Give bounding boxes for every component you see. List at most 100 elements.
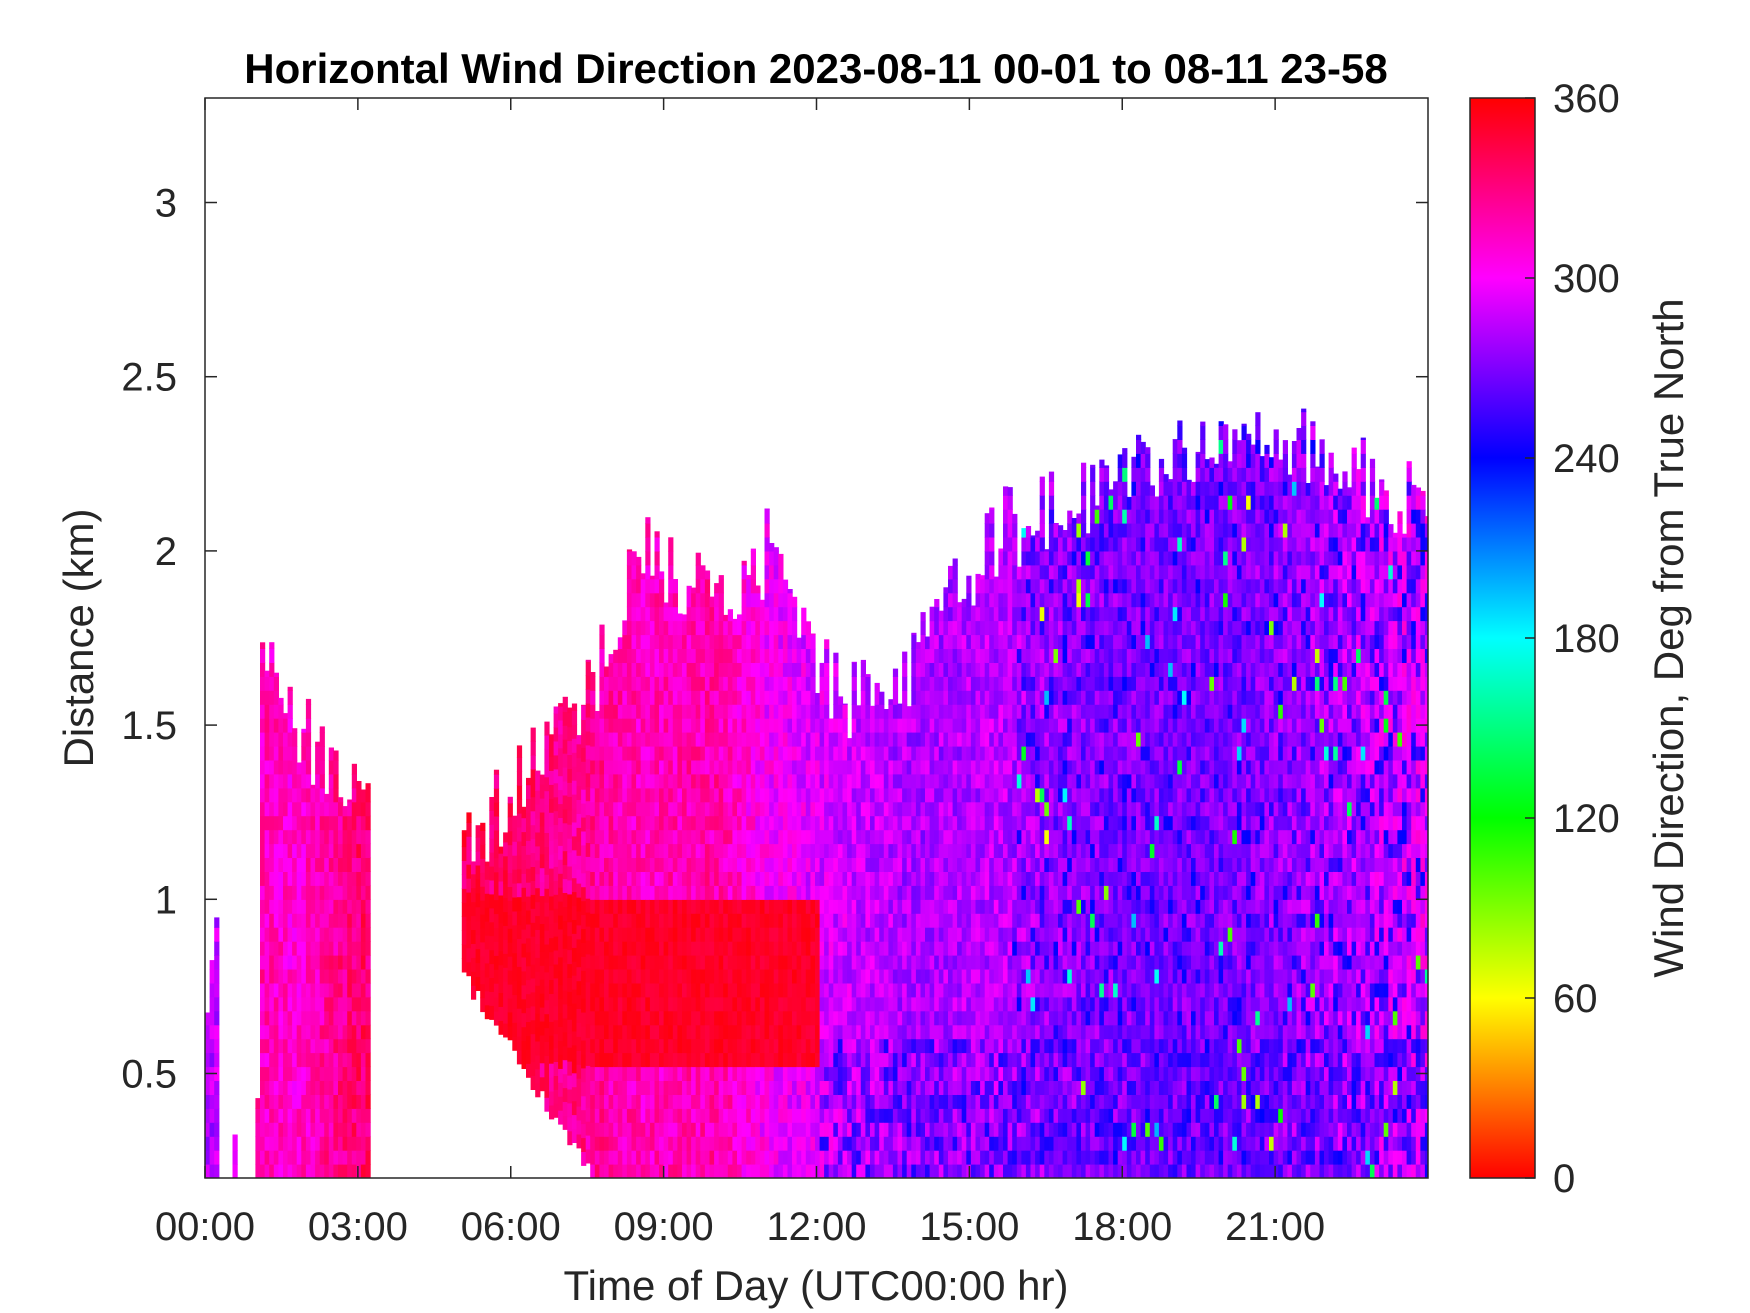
heatmap-cell xyxy=(672,787,678,803)
heatmap-cell xyxy=(856,843,862,858)
heatmap-cell xyxy=(833,676,839,691)
heatmap-cell xyxy=(938,1150,944,1165)
heatmap-cell xyxy=(778,578,784,594)
heatmap-cell xyxy=(599,690,605,705)
heatmap-cell xyxy=(301,1010,307,1026)
heatmap-cell xyxy=(892,1038,899,1054)
heatmap-cell xyxy=(957,690,963,705)
heatmap-cell xyxy=(512,938,518,954)
heatmap-cell xyxy=(851,746,857,761)
heatmap-cell xyxy=(296,1150,302,1165)
heatmap-cell xyxy=(856,913,862,928)
heatmap-cell xyxy=(672,1108,678,1123)
heatmap-cell xyxy=(360,1038,367,1054)
heatmap-cell xyxy=(526,826,532,841)
heatmap-cell xyxy=(544,721,550,736)
heatmap-cell xyxy=(792,843,798,858)
heatmap-cell xyxy=(608,732,614,747)
heatmap-cell xyxy=(732,899,738,914)
heatmap-cell xyxy=(948,1038,954,1054)
heatmap-cell xyxy=(338,913,344,928)
heatmap-cell xyxy=(604,969,610,984)
heatmap-cell xyxy=(801,662,807,677)
heatmap-cell xyxy=(585,772,591,788)
heatmap-cell xyxy=(264,885,270,900)
heatmap-cell xyxy=(778,662,784,677)
heatmap-cell xyxy=(659,1010,665,1026)
heatmap-cell xyxy=(640,732,646,747)
heatmap-cell xyxy=(787,690,793,705)
heatmap-cell xyxy=(278,1150,284,1165)
heatmap-cell xyxy=(920,612,926,622)
heatmap-cell xyxy=(984,718,990,733)
heatmap-cell xyxy=(649,575,656,580)
heatmap-cell xyxy=(732,746,738,761)
heatmap-cell xyxy=(911,955,917,970)
heatmap-cell xyxy=(737,662,743,677)
heatmap-cell xyxy=(691,746,697,761)
heatmap-cell xyxy=(925,927,931,942)
heatmap-cell xyxy=(617,843,623,858)
heatmap-cell xyxy=(741,1094,747,1109)
heatmap-cell xyxy=(663,759,669,775)
heatmap-cell xyxy=(668,843,674,858)
heatmap-cell xyxy=(851,857,857,872)
heatmap-cell xyxy=(759,829,766,845)
heatmap-cell xyxy=(952,1010,958,1026)
heatmap-cell xyxy=(714,773,720,789)
heatmap-cell xyxy=(604,704,610,719)
heatmap-cell xyxy=(952,1080,958,1095)
heatmap-cell xyxy=(865,885,871,900)
heatmap-cell xyxy=(750,955,756,970)
heatmap-cell xyxy=(269,829,275,845)
heatmap-cell xyxy=(828,982,834,998)
heatmap-cell xyxy=(874,857,880,872)
heatmap-cell xyxy=(700,1024,706,1040)
heatmap-cell xyxy=(888,815,894,831)
heatmap-cell xyxy=(874,801,880,817)
heatmap-cell xyxy=(301,1052,307,1068)
heatmap-cell xyxy=(695,634,701,649)
heatmap-cell xyxy=(755,955,761,970)
heatmap-cell xyxy=(948,996,954,1012)
heatmap-cell xyxy=(273,955,279,970)
heatmap-cell xyxy=(810,634,816,649)
heatmap-cell xyxy=(851,1066,857,1081)
heatmap-cell xyxy=(934,996,940,1012)
heatmap-cell xyxy=(787,1052,793,1068)
heatmap-cell xyxy=(718,1052,724,1068)
heatmap-cell xyxy=(544,943,550,959)
heatmap-cell xyxy=(796,773,802,789)
heatmap-cell xyxy=(668,690,674,705)
heatmap-cell xyxy=(599,1150,605,1165)
heatmap-cell xyxy=(902,969,908,984)
heatmap-cell xyxy=(911,662,917,677)
heatmap-cell xyxy=(576,1008,582,1023)
heatmap-cell xyxy=(351,1136,357,1151)
heatmap-cell xyxy=(654,1108,660,1123)
heatmap-cell xyxy=(718,718,724,733)
heatmap-cell xyxy=(851,1164,857,1178)
heatmap-cell xyxy=(700,927,706,942)
heatmap-cell xyxy=(590,773,596,789)
heatmap-cell xyxy=(764,913,770,928)
heatmap-cell xyxy=(934,599,940,608)
heatmap-cell xyxy=(608,1164,614,1178)
heatmap-cell xyxy=(888,969,894,984)
heatmap-cell xyxy=(269,642,275,650)
heatmap-cell xyxy=(892,913,899,928)
heatmap-cell xyxy=(755,662,761,677)
heatmap-cell xyxy=(604,899,610,914)
heatmap-cell xyxy=(966,1038,972,1054)
heatmap-cell xyxy=(663,1108,669,1123)
heatmap-cell xyxy=(759,676,766,691)
heatmap-cell xyxy=(360,843,367,858)
heatmap-cell xyxy=(636,1038,642,1054)
heatmap-cell xyxy=(764,829,770,845)
heatmap-cell xyxy=(911,676,917,691)
heatmap-cell xyxy=(356,1038,362,1054)
heatmap-cell xyxy=(645,801,651,817)
heatmap-cell xyxy=(764,982,770,998)
heatmap-cell xyxy=(608,773,614,789)
heatmap-cell xyxy=(695,982,701,998)
